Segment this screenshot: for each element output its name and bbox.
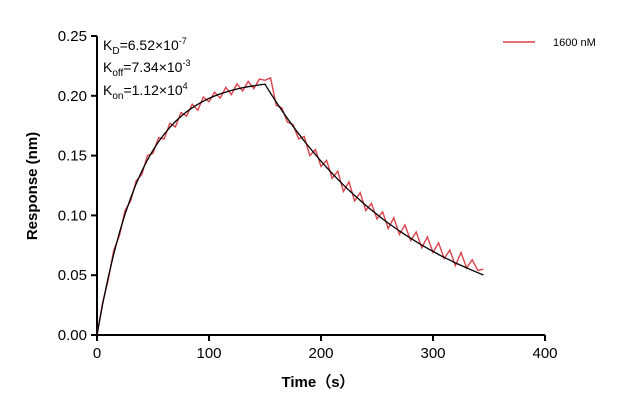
y-tick-label: 0.25 (58, 28, 87, 45)
series-group (96, 76, 484, 336)
y-axis-label: Response (nm) (24, 132, 41, 240)
x-tick-label: 100 (196, 345, 221, 362)
kon-annotation: Kon=1.12×104 (103, 81, 188, 102)
kd-annotation: KD=6.52×10-7 (103, 36, 187, 57)
y-tick-label: 0.15 (58, 148, 87, 165)
fit-curve (96, 83, 484, 336)
x-tick-label: 300 (420, 345, 445, 362)
x-tick-label: 400 (532, 345, 557, 362)
y-tick-label: 0.00 (58, 327, 87, 344)
legend: 1600 nM (503, 37, 596, 49)
y-tick-label: 0.20 (58, 88, 87, 105)
kinetic-annotations: KD=6.52×10-7 Koff=7.34×10-3 Kon=1.12×104 (103, 36, 190, 102)
axes: 0.00 0.05 0.10 0.15 0.20 0.25 0 100 200 300 400 (58, 28, 558, 362)
legend-label: 1600 nM (553, 37, 596, 49)
y-tick-label: 0.05 (58, 267, 87, 284)
series-line-1600nm (96, 76, 484, 336)
x-tick-label: 0 (93, 345, 101, 362)
x-tick-label: 200 (308, 345, 333, 362)
x-axis-label: Time（s） (281, 373, 354, 391)
koff-annotation: Koff=7.34×10-3 (103, 58, 190, 79)
y-tick-label: 0.10 (58, 207, 87, 224)
